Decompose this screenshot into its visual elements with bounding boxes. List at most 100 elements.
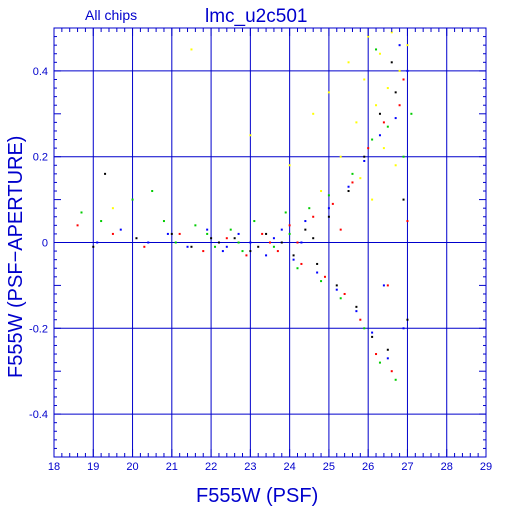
data-point (398, 104, 401, 107)
data-point (378, 134, 381, 137)
y-tick-label: 0.4 (33, 66, 48, 78)
data-point (111, 232, 114, 235)
data-point (210, 237, 213, 240)
y-tick-label: -0.2 (29, 323, 48, 335)
data-point (327, 207, 330, 210)
data-point (308, 207, 311, 210)
data-point (288, 232, 291, 235)
y-tick-label: 0 (42, 238, 48, 250)
data-point (371, 335, 374, 338)
data-point (265, 254, 268, 257)
data-point (202, 250, 205, 253)
data-point (304, 228, 307, 231)
data-point (190, 48, 193, 51)
data-point (96, 241, 99, 244)
data-point (135, 237, 138, 240)
data-point (131, 198, 134, 201)
data-point (375, 104, 378, 107)
data-point (390, 370, 393, 373)
data-point (382, 284, 385, 287)
data-point (304, 220, 307, 223)
chip-label: All chips (85, 7, 137, 23)
y-tick-label: -0.4 (29, 409, 48, 421)
data-point (347, 190, 350, 193)
data-point (386, 357, 389, 360)
data-point (237, 241, 240, 244)
x-tick-label: 19 (87, 461, 99, 473)
data-point (355, 121, 358, 124)
data-point (104, 172, 107, 175)
data-point (363, 159, 366, 162)
data-point (229, 228, 232, 231)
data-point (343, 292, 346, 295)
data-point (284, 211, 287, 214)
data-point (296, 267, 299, 270)
data-point (331, 202, 334, 205)
data-point (378, 361, 381, 364)
data-point (100, 220, 103, 223)
data-point (312, 237, 315, 240)
data-point (375, 353, 378, 356)
data-point (119, 228, 122, 231)
x-tick-label: 21 (166, 461, 178, 473)
data-point (316, 262, 319, 265)
data-point (320, 190, 323, 193)
data-point (143, 245, 146, 248)
data-point (406, 69, 409, 72)
x-tick-label: 27 (401, 461, 413, 473)
data-point (351, 172, 354, 175)
data-point (214, 245, 217, 248)
x-tick-label: 22 (205, 461, 217, 473)
data-point (339, 155, 342, 158)
data-point (367, 35, 370, 38)
data-point (367, 147, 370, 150)
data-point (272, 237, 275, 240)
data-point (359, 177, 362, 180)
data-point (386, 284, 389, 287)
data-point (249, 250, 252, 253)
data-point (276, 250, 279, 253)
data-point (347, 185, 350, 188)
data-point (76, 224, 79, 227)
data-point (217, 241, 220, 244)
data-point (394, 378, 397, 381)
data-point (190, 245, 193, 248)
y-tick-label: 0.2 (33, 152, 48, 164)
data-point (269, 241, 271, 244)
data-point (221, 250, 224, 253)
data-point (92, 245, 95, 248)
data-point (339, 297, 342, 300)
data-point (312, 215, 315, 218)
data-point (386, 348, 389, 351)
data-point (363, 327, 366, 330)
data-point (316, 271, 319, 274)
data-point (245, 254, 248, 257)
data-point (257, 245, 260, 248)
data-point (382, 121, 385, 124)
data-point (355, 310, 358, 313)
data-point (249, 241, 252, 244)
data-point (371, 331, 374, 334)
data-point (406, 220, 409, 223)
data-points (76, 31, 413, 381)
data-point (288, 224, 291, 227)
data-point (261, 232, 264, 235)
data-point (292, 254, 295, 257)
data-point (147, 241, 150, 244)
x-tick-label: 26 (362, 461, 374, 473)
data-point (410, 112, 413, 115)
data-point (386, 125, 389, 128)
data-point (237, 232, 240, 235)
y-tick-labels: 0.4 0.2 0 -0.2 -0.4 (29, 66, 48, 421)
data-point (249, 134, 252, 137)
data-point (406, 318, 409, 321)
data-point (206, 228, 209, 231)
data-point (300, 241, 303, 244)
data-point (355, 305, 358, 308)
data-point (351, 181, 354, 184)
data-point (406, 44, 409, 47)
data-point (300, 262, 303, 265)
data-point (327, 194, 330, 197)
data-point (359, 318, 362, 321)
data-point (363, 155, 366, 158)
